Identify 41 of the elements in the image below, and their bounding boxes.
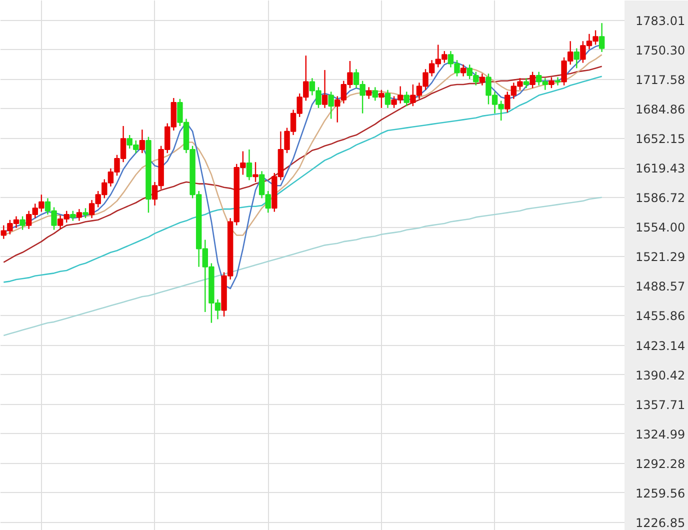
y-tick-label: 1488.57 — [636, 280, 686, 294]
candlestick — [598, 22, 605, 53]
y-tick-label: 1423.14 — [636, 338, 686, 353]
line-series — [3, 196, 602, 336]
y-tick-label: 1652.15 — [636, 132, 686, 146]
candlestick — [384, 89, 391, 109]
candlestick — [479, 73, 486, 86]
candlestick — [139, 129, 146, 154]
y-tick-label: 1521.29 — [636, 250, 686, 264]
y-tick-label: 1455.86 — [636, 309, 686, 324]
candlestick — [20, 216, 26, 230]
y-tick-label: 1259.56 — [636, 486, 686, 500]
candlestick — [523, 78, 530, 89]
y-tick-label: 1226.85 — [636, 516, 686, 530]
candlestick — [404, 91, 410, 107]
candlestick — [554, 76, 561, 86]
candlestick — [246, 148, 252, 181]
y-tick-label: 1292.28 — [636, 456, 686, 471]
candlestick — [328, 91, 334, 120]
candlestick — [76, 208, 82, 222]
y-tick-label: 1783.01 — [636, 14, 686, 28]
y-tick-label: 1684.86 — [636, 102, 686, 116]
candlestick — [460, 64, 466, 77]
y-tick-label: 1390.42 — [636, 368, 686, 382]
y-tick-label: 1586.72 — [636, 191, 686, 206]
candlestick — [548, 76, 554, 89]
y-tick-label: 1554.00 — [636, 220, 686, 235]
candlestick — [530, 71, 536, 89]
y-tick-label: 1750.30 — [636, 43, 686, 58]
candlestick — [70, 210, 76, 222]
y-tick-label: 1357.71 — [636, 398, 686, 412]
candlestick — [372, 86, 378, 102]
y-tick-label: 1717.58 — [636, 72, 686, 87]
candlestick — [574, 48, 580, 69]
candlestick — [378, 89, 384, 109]
candlestick — [252, 162, 258, 183]
candlestick — [82, 208, 88, 219]
candlestick — [366, 86, 372, 100]
y-tick-label: 1619.43 — [636, 162, 686, 176]
candlestick — [322, 69, 328, 109]
y-tick-label: 1324.99 — [636, 427, 686, 442]
